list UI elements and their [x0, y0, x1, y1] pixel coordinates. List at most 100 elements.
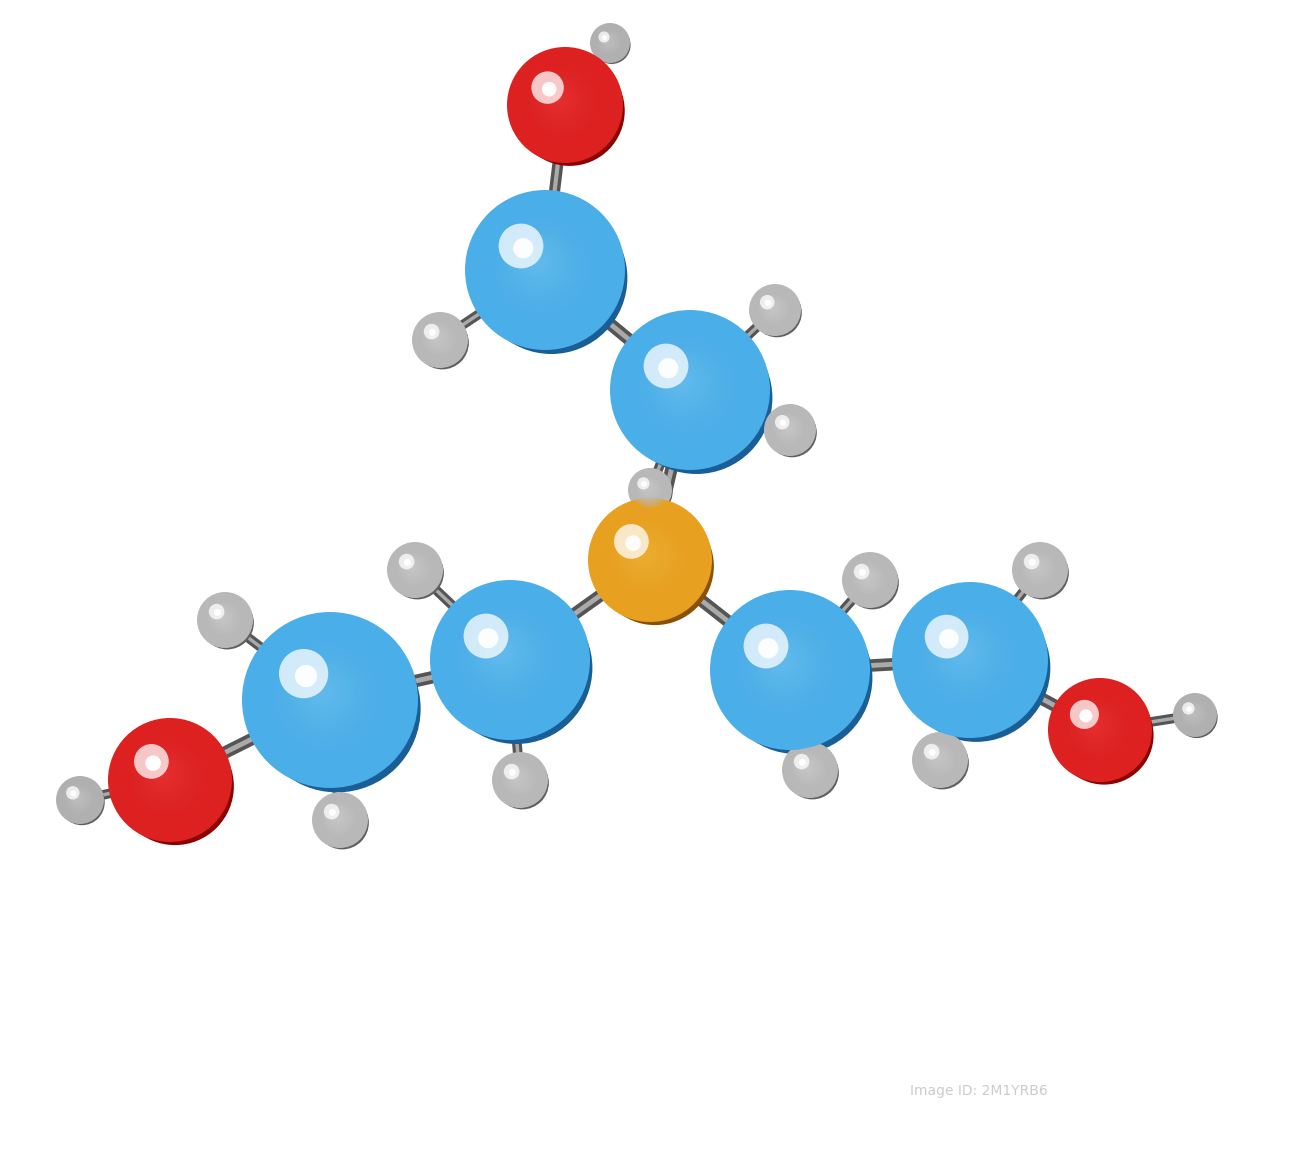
Circle shape: [848, 558, 892, 602]
Circle shape: [269, 638, 386, 756]
Circle shape: [805, 764, 809, 769]
Circle shape: [334, 815, 339, 819]
Circle shape: [928, 748, 948, 768]
Circle shape: [476, 202, 628, 354]
Circle shape: [853, 562, 885, 595]
Circle shape: [464, 614, 508, 658]
Circle shape: [503, 763, 533, 794]
Circle shape: [764, 300, 771, 306]
Circle shape: [213, 608, 233, 628]
Circle shape: [762, 642, 803, 684]
Circle shape: [302, 672, 341, 711]
Circle shape: [933, 623, 996, 686]
Circle shape: [760, 295, 786, 321]
Circle shape: [242, 612, 419, 788]
Circle shape: [486, 211, 601, 326]
Circle shape: [671, 371, 692, 391]
Circle shape: [633, 473, 667, 506]
Circle shape: [523, 247, 550, 275]
Circle shape: [772, 413, 805, 446]
Circle shape: [211, 606, 235, 630]
Circle shape: [1056, 686, 1144, 774]
Circle shape: [508, 769, 526, 787]
Circle shape: [861, 571, 874, 584]
Circle shape: [1191, 711, 1195, 714]
Circle shape: [61, 781, 99, 819]
Circle shape: [770, 410, 810, 449]
Circle shape: [532, 71, 593, 133]
Circle shape: [927, 617, 1004, 694]
Circle shape: [862, 572, 872, 582]
Circle shape: [398, 552, 430, 585]
Circle shape: [655, 356, 712, 412]
Circle shape: [1078, 707, 1114, 745]
Circle shape: [598, 32, 620, 53]
Circle shape: [922, 741, 957, 776]
Circle shape: [68, 788, 90, 809]
Circle shape: [64, 783, 95, 816]
Circle shape: [442, 592, 578, 728]
Circle shape: [1182, 701, 1206, 727]
Circle shape: [664, 364, 699, 399]
Circle shape: [621, 531, 671, 580]
Circle shape: [1176, 697, 1213, 733]
Circle shape: [1028, 558, 1048, 578]
Circle shape: [202, 596, 248, 644]
Circle shape: [332, 812, 342, 822]
Circle shape: [628, 538, 660, 571]
Circle shape: [792, 752, 827, 787]
Circle shape: [604, 39, 610, 43]
Circle shape: [924, 743, 940, 760]
Circle shape: [433, 334, 441, 341]
Circle shape: [469, 620, 541, 691]
Circle shape: [514, 238, 533, 258]
Circle shape: [762, 296, 785, 320]
Circle shape: [151, 760, 178, 788]
Circle shape: [139, 748, 194, 804]
Circle shape: [1034, 564, 1040, 571]
Circle shape: [749, 284, 801, 336]
Circle shape: [516, 56, 615, 154]
Circle shape: [404, 559, 421, 576]
Circle shape: [424, 323, 454, 354]
Circle shape: [855, 566, 880, 591]
Circle shape: [214, 609, 231, 627]
Circle shape: [394, 550, 434, 589]
Circle shape: [1030, 560, 1045, 575]
Circle shape: [417, 317, 463, 362]
Circle shape: [424, 323, 439, 340]
Circle shape: [502, 762, 537, 797]
Circle shape: [728, 608, 850, 729]
Circle shape: [753, 288, 802, 337]
Circle shape: [478, 628, 498, 649]
Circle shape: [515, 56, 625, 166]
Circle shape: [332, 811, 343, 824]
Circle shape: [662, 362, 703, 404]
Circle shape: [623, 533, 667, 578]
Circle shape: [930, 749, 946, 767]
Circle shape: [549, 89, 569, 109]
Circle shape: [602, 512, 697, 606]
Circle shape: [768, 408, 811, 450]
Circle shape: [636, 475, 663, 503]
Circle shape: [776, 415, 801, 441]
Circle shape: [935, 754, 939, 759]
Circle shape: [754, 289, 796, 330]
Circle shape: [924, 614, 1008, 698]
Circle shape: [66, 787, 91, 810]
Circle shape: [597, 508, 703, 613]
Circle shape: [514, 238, 563, 288]
Circle shape: [324, 804, 354, 833]
Circle shape: [653, 352, 716, 417]
Circle shape: [594, 28, 625, 58]
Circle shape: [416, 316, 464, 364]
Circle shape: [1028, 559, 1046, 576]
Circle shape: [1086, 715, 1104, 734]
Circle shape: [945, 635, 979, 670]
Circle shape: [863, 573, 871, 580]
Circle shape: [590, 23, 630, 63]
Circle shape: [73, 792, 83, 803]
Circle shape: [1173, 693, 1217, 738]
Circle shape: [644, 343, 689, 389]
Circle shape: [406, 560, 420, 575]
